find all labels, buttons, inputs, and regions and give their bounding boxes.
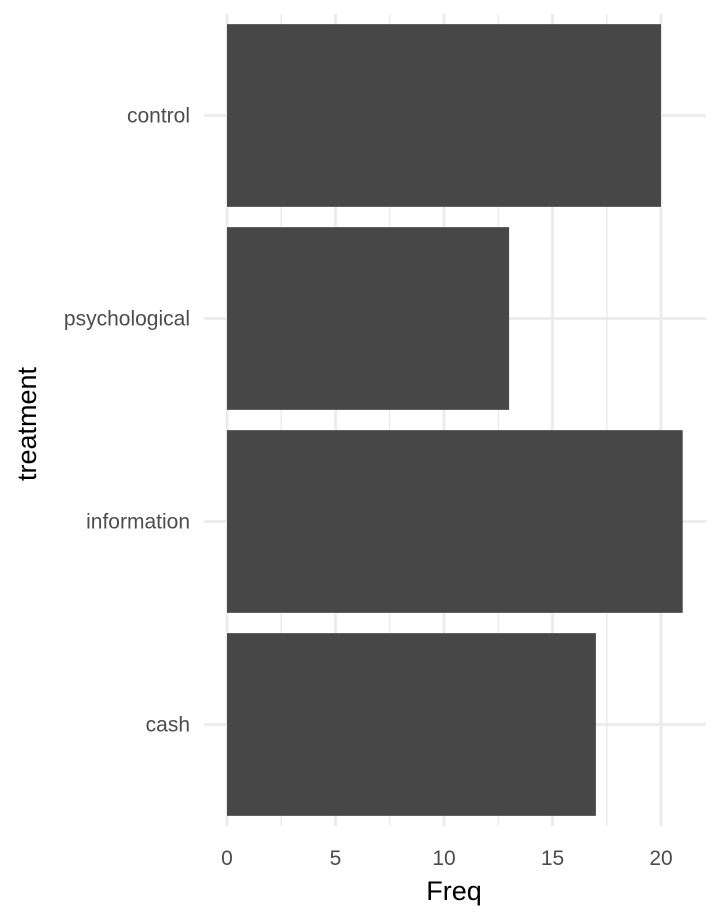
x-tick-label: 10 — [432, 847, 455, 870]
x-axis-title: Freq — [426, 876, 482, 906]
x-tick-label: 15 — [541, 847, 564, 870]
x-tick-label: 0 — [221, 847, 233, 870]
x-tick-label: 20 — [649, 847, 672, 870]
y-tick-label: control — [127, 105, 190, 128]
bars — [227, 24, 683, 816]
bar-information — [227, 430, 683, 613]
bar-control — [227, 24, 661, 207]
y-tick-label: psychological — [64, 308, 190, 331]
y-axis-ticks: control psychological information cash — [64, 105, 190, 737]
y-axis-title: treatment — [12, 366, 42, 481]
bar-psychological — [227, 227, 510, 410]
y-tick-label: cash — [146, 714, 190, 737]
x-axis-ticks: 0 5 10 15 20 — [221, 847, 673, 870]
y-tick-label: information — [86, 511, 190, 534]
bar-cash — [227, 633, 596, 816]
x-tick-label: 5 — [330, 847, 342, 870]
